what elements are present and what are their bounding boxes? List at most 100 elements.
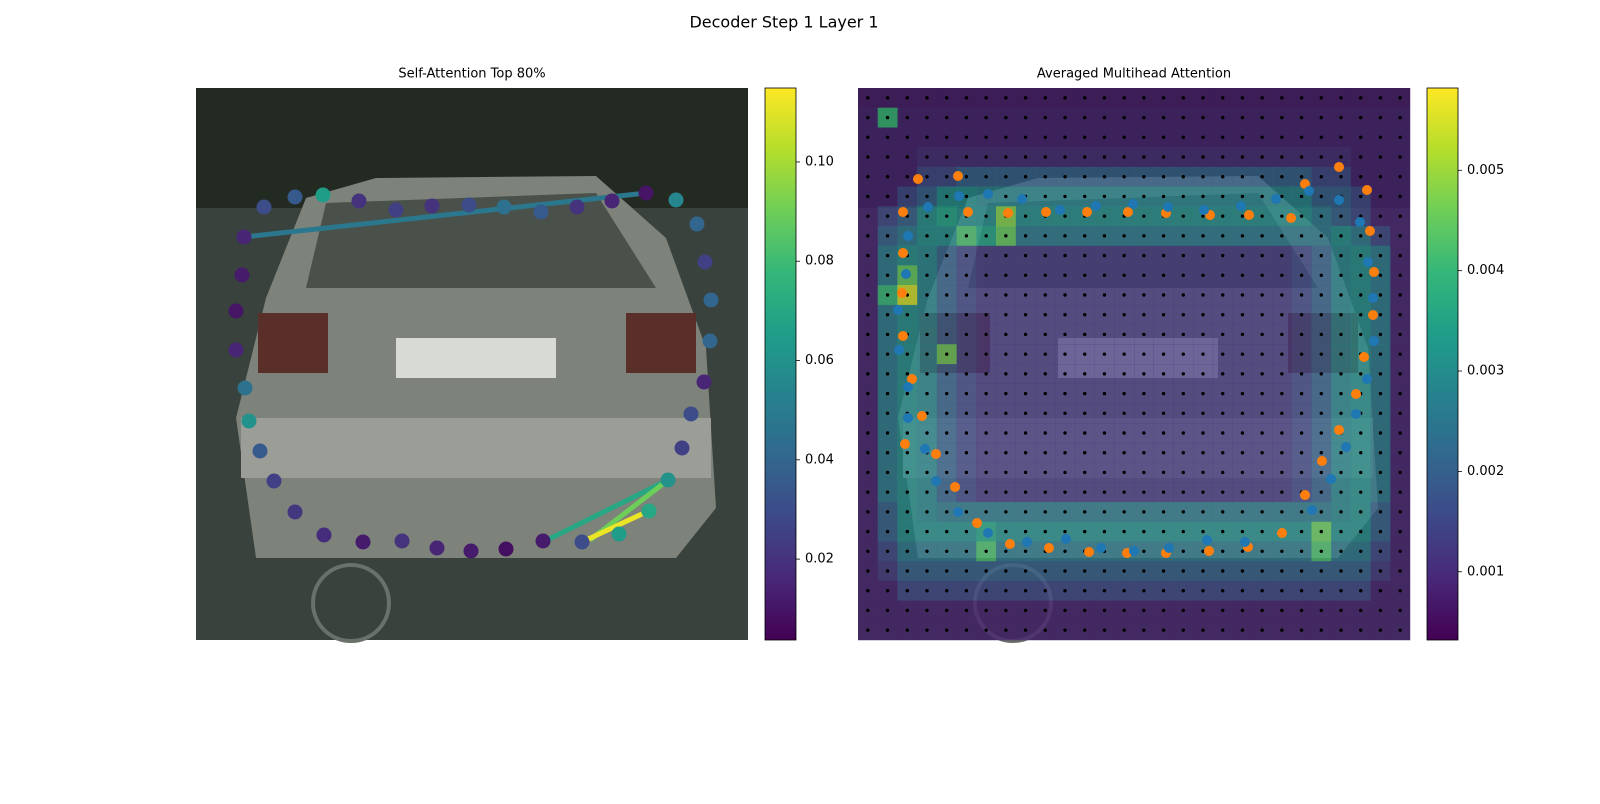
point [1368,293,1378,303]
grid-dot [1004,115,1008,120]
grid-dot [964,628,969,632]
grid-dot [885,628,890,632]
grid-dot [1260,411,1264,415]
grid-dot [1221,372,1225,376]
grid-dot [1398,411,1402,415]
grid-dot [945,253,949,258]
grid-dot [905,194,909,199]
grid-dot [905,96,909,100]
grid-dot [964,273,969,277]
grid-dot [1004,175,1008,179]
grid-dot [1122,391,1126,396]
grid-dot [1378,529,1383,534]
grid-dot [866,135,870,139]
grid-dot [1398,352,1402,356]
point [1368,310,1378,320]
point [287,189,303,205]
grid-dot [1063,608,1067,613]
grid-dot [1260,273,1264,277]
grid-dot [1142,155,1146,159]
grid-dot [1260,155,1264,159]
grid-dot [1201,352,1205,356]
grid-dot [1240,96,1245,100]
grid-dot [1004,431,1008,435]
grid-dot [1260,332,1264,337]
grid-dot [1122,589,1126,593]
grid-dot [984,549,988,553]
grid-dot [1260,372,1264,376]
grid-dot [945,451,949,455]
point [920,444,930,454]
grid-dot [1023,293,1028,297]
grid-dot [925,115,929,120]
grid-dot [1359,313,1363,317]
grid-dot [1339,135,1343,139]
point [972,518,982,528]
grid-dot [1063,510,1067,514]
point [1236,201,1246,211]
grid-dot [885,175,890,179]
grid-dot [964,194,969,199]
grid-dot [925,549,929,553]
grid-dot [1339,372,1343,376]
grid-dot [925,431,929,435]
grid-dot [1280,628,1284,632]
grid-dot [1299,451,1304,455]
grid-dot [1359,96,1363,100]
grid-dot [925,135,929,139]
grid-dot [905,608,909,613]
grid-dot [1122,431,1126,435]
grid-dot [1319,313,1323,317]
point [903,382,913,392]
grid-dot [1063,273,1067,277]
grid-dot [1201,96,1205,100]
grid-dot [1161,470,1166,475]
grid-dot [984,490,988,494]
grid-dot [1299,234,1304,238]
grid-dot [1260,234,1264,238]
point [1369,267,1379,277]
grid-dot [1221,253,1225,258]
grid-dot [1299,332,1304,337]
grid-dot [1004,273,1008,277]
grid-dot [1063,451,1067,455]
grid-dot [1319,628,1323,632]
grid-dot [1102,391,1107,396]
point [1334,195,1344,205]
grid-dot [1181,115,1185,120]
point [1351,389,1361,399]
grid-dot [866,490,870,494]
grid-dot [1142,510,1146,514]
grid-dot [1221,175,1225,179]
grid-dot [1043,96,1047,100]
grid-dot [866,628,870,632]
grid-dot [1161,569,1166,573]
point [496,199,512,215]
grid-dot [1122,608,1126,613]
grid-dot [1339,411,1343,415]
grid-dot [1221,470,1225,475]
point [1355,217,1365,227]
point [1341,442,1351,452]
grid-dot [1378,411,1383,415]
grid-dot [1142,490,1146,494]
grid-dot [1063,411,1067,415]
colorbar [1426,87,1459,641]
point [1240,537,1250,547]
grid-dot [1240,214,1245,218]
grid-dot [1004,332,1008,337]
grid-dot [1161,510,1166,514]
point [674,440,690,456]
grid-dot [1319,589,1323,593]
grid-dot [1201,431,1205,435]
grid-dot [1142,352,1146,356]
grid-dot [1083,569,1087,573]
grid-dot [1161,529,1166,534]
point [461,197,477,213]
grid-dot [1023,96,1028,100]
grid-dot [1023,273,1028,277]
grid-dot [1221,194,1225,199]
grid-dot [885,194,890,199]
grid-dot [1102,115,1107,120]
